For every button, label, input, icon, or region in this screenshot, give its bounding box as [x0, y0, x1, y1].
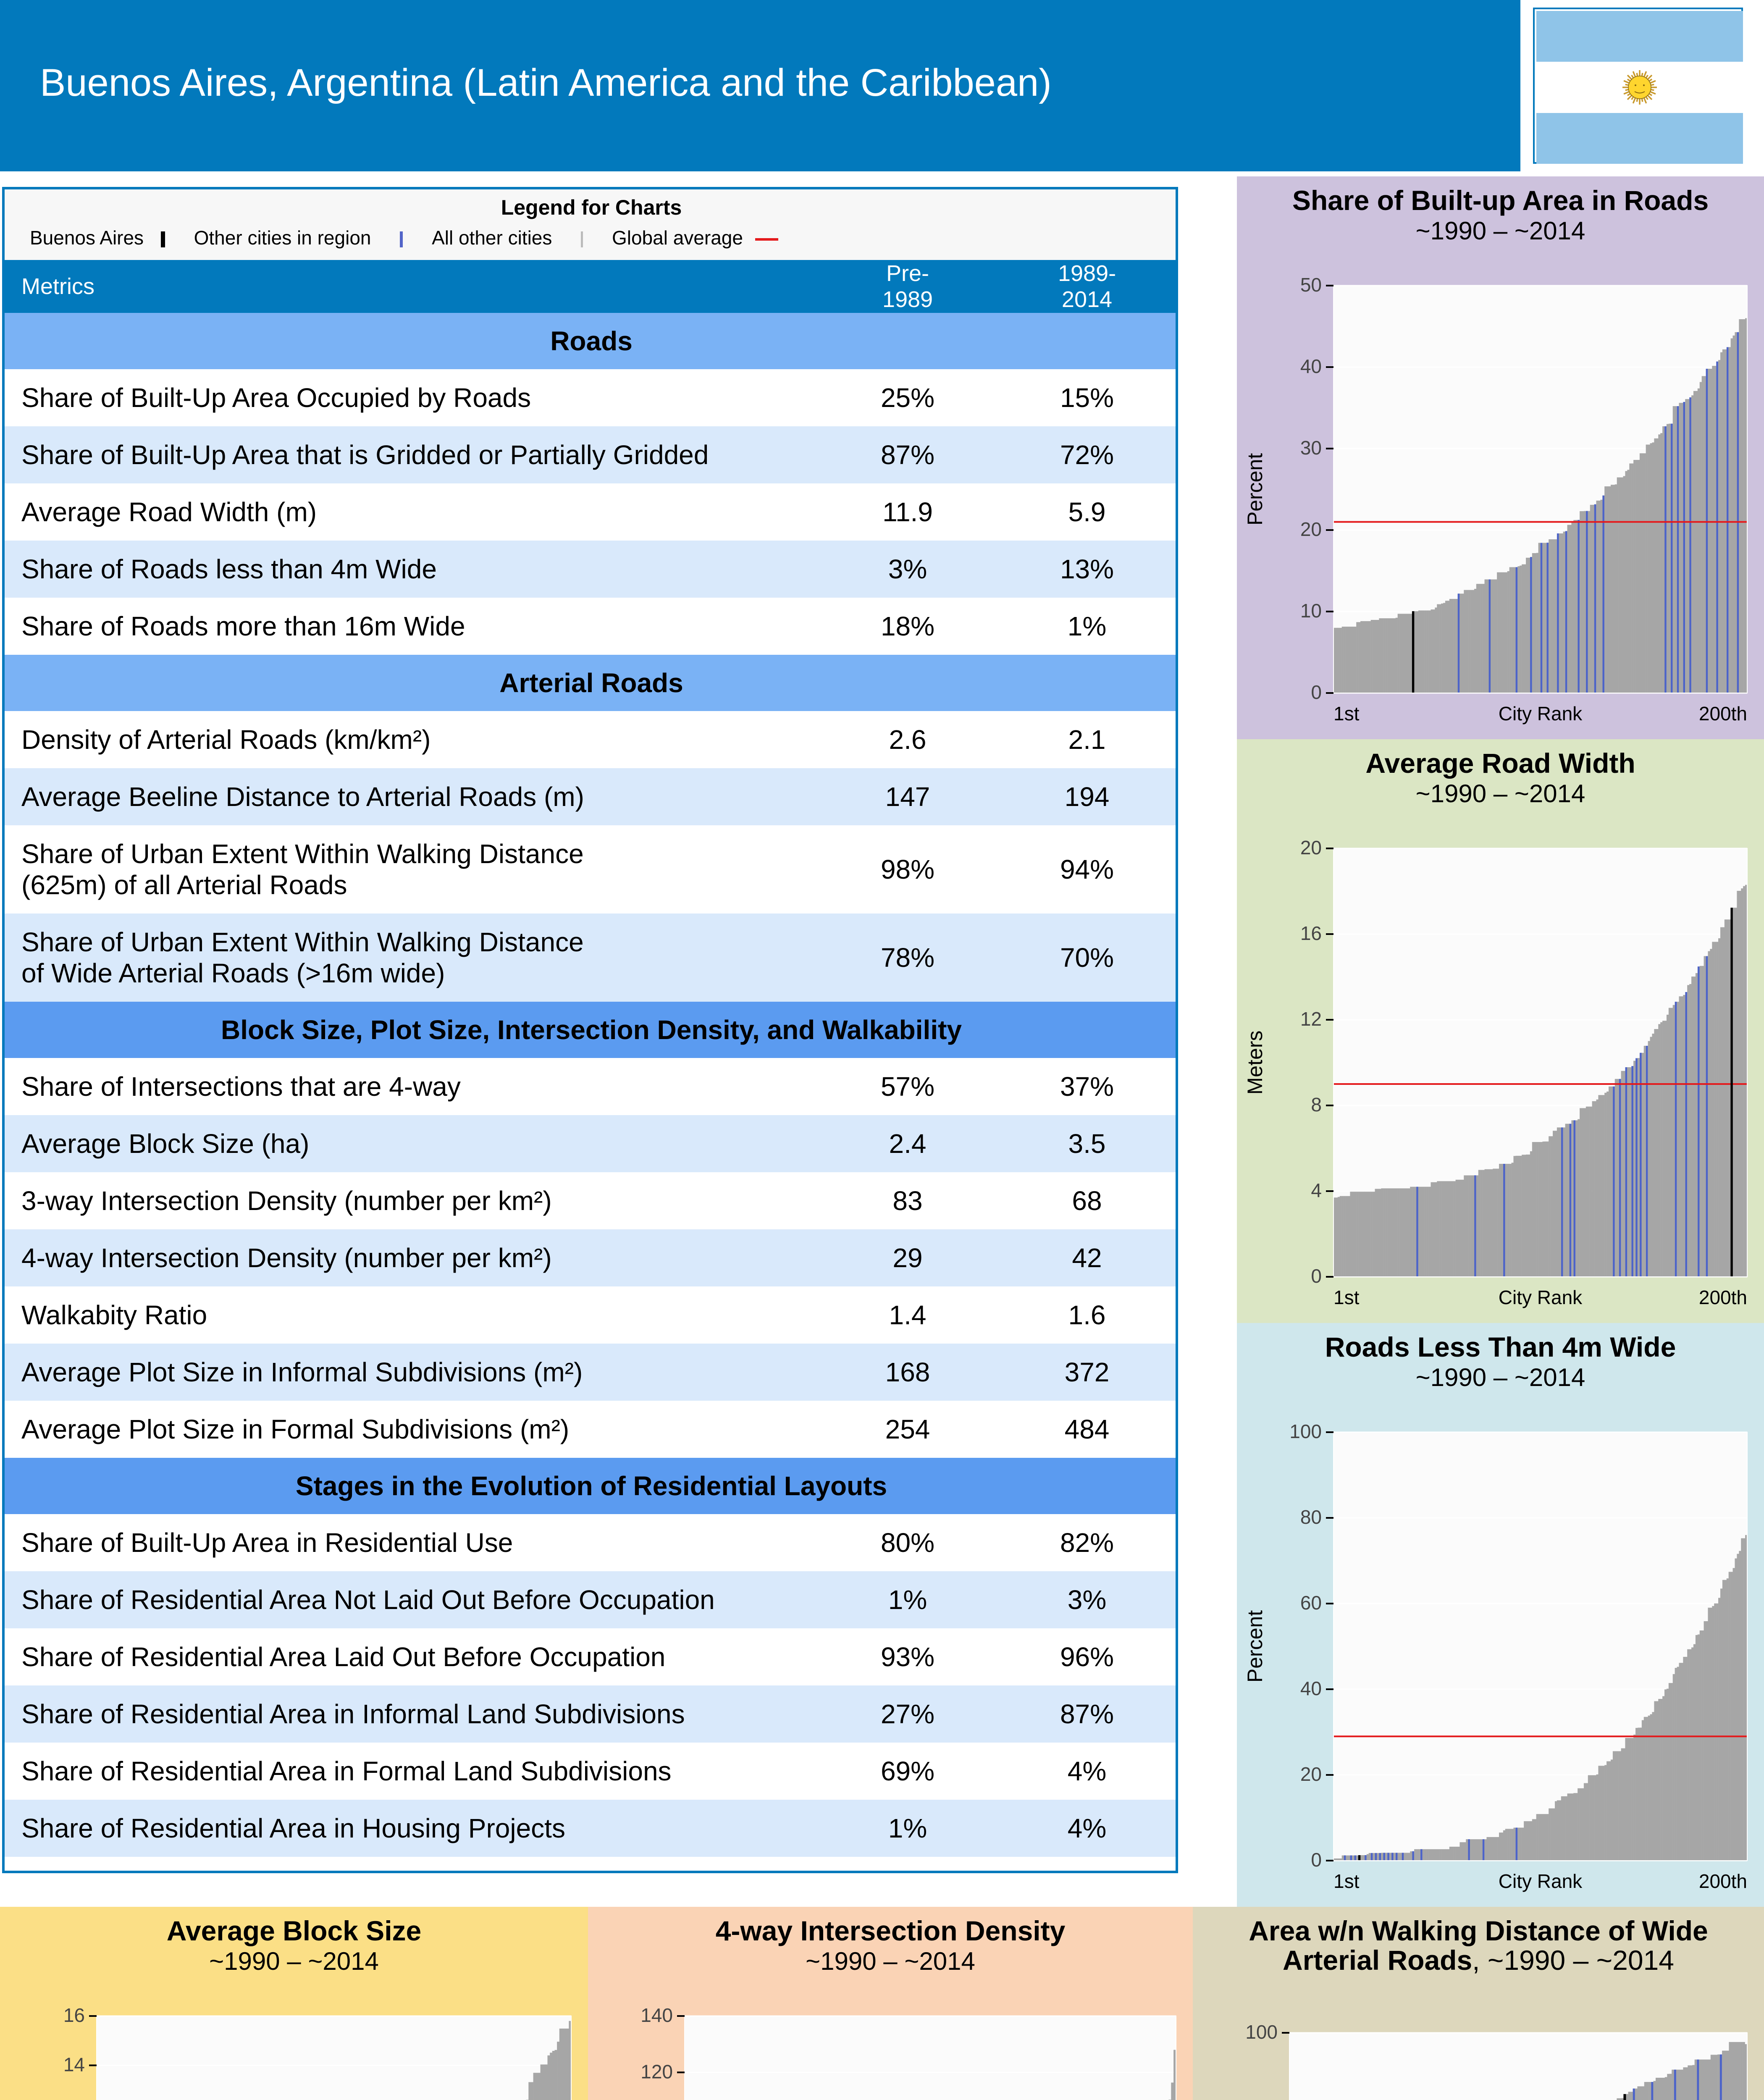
svg-text:Average Road Width: Average Road Width: [1365, 748, 1635, 779]
svg-text:Roads Less Than 4m Wide: Roads Less Than 4m Wide: [1325, 1331, 1676, 1362]
svg-text:80: 80: [1300, 1506, 1322, 1528]
svg-text:~1990 – ~2014: ~1990 – ~2014: [1416, 780, 1586, 808]
svg-text:14: 14: [63, 2054, 85, 2076]
svg-text:City Rank: City Rank: [1499, 1870, 1583, 1892]
svg-text:City Rank: City Rank: [1499, 1286, 1583, 1308]
svg-text:8: 8: [1311, 1094, 1322, 1116]
svg-text:Arterial Roads, ~1990 – ~2014: Arterial Roads, ~1990 – ~2014: [1283, 1945, 1674, 1976]
svg-text:120: 120: [640, 2061, 673, 2082]
svg-text:12: 12: [1300, 1008, 1322, 1030]
svg-text:City Rank: City Rank: [1499, 703, 1583, 724]
svg-text:~1990 – ~2014: ~1990 – ~2014: [1416, 217, 1586, 245]
svg-text:~1990 – ~2014: ~1990 – ~2014: [806, 1947, 975, 1975]
svg-text:100: 100: [1245, 2021, 1278, 2043]
svg-text:20: 20: [1300, 518, 1322, 540]
svg-text:Share of Built-up Area in Road: Share of Built-up Area in Roads: [1292, 185, 1709, 216]
svg-text:140: 140: [640, 2004, 673, 2026]
svg-text:40: 40: [1300, 355, 1322, 377]
svg-text:Meters: Meters: [1243, 1031, 1267, 1095]
svg-text:40: 40: [1300, 1677, 1322, 1699]
svg-text:0: 0: [1311, 1849, 1322, 1871]
svg-text:200th: 200th: [1699, 703, 1747, 724]
svg-text:1st: 1st: [1334, 1286, 1360, 1308]
svg-text:20: 20: [1300, 1763, 1322, 1785]
svg-text:Percent: Percent: [1243, 1610, 1267, 1683]
svg-text:16: 16: [63, 2004, 85, 2026]
svg-text:20: 20: [1300, 837, 1322, 858]
svg-text:0: 0: [1311, 681, 1322, 703]
svg-text:10: 10: [1300, 600, 1322, 622]
svg-text:4-way Intersection Density: 4-way Intersection Density: [716, 1915, 1066, 1946]
svg-text:Average Block Size: Average Block Size: [167, 1915, 422, 1946]
svg-text:4: 4: [1311, 1179, 1322, 1201]
svg-text:200th: 200th: [1699, 1286, 1747, 1308]
svg-text:~1990 – ~2014: ~1990 – ~2014: [1416, 1363, 1586, 1391]
svg-text:~1990 – ~2014: ~1990 – ~2014: [209, 1947, 379, 1975]
svg-text:1st: 1st: [1334, 703, 1360, 724]
svg-text:Percent: Percent: [1243, 453, 1267, 525]
svg-text:0: 0: [1311, 1265, 1322, 1287]
svg-text:Area w/n Walking Distance of W: Area w/n Walking Distance of Wide: [1249, 1915, 1708, 1946]
svg-text:200th: 200th: [1699, 1870, 1747, 1892]
svg-text:80: 80: [1256, 2097, 1278, 2100]
svg-text:16: 16: [1300, 922, 1322, 944]
svg-text:1st: 1st: [1334, 1870, 1360, 1892]
svg-text:30: 30: [1300, 437, 1322, 459]
svg-text:60: 60: [1300, 1592, 1322, 1614]
svg-text:100: 100: [1289, 1420, 1322, 1442]
svg-text:50: 50: [1300, 274, 1322, 296]
